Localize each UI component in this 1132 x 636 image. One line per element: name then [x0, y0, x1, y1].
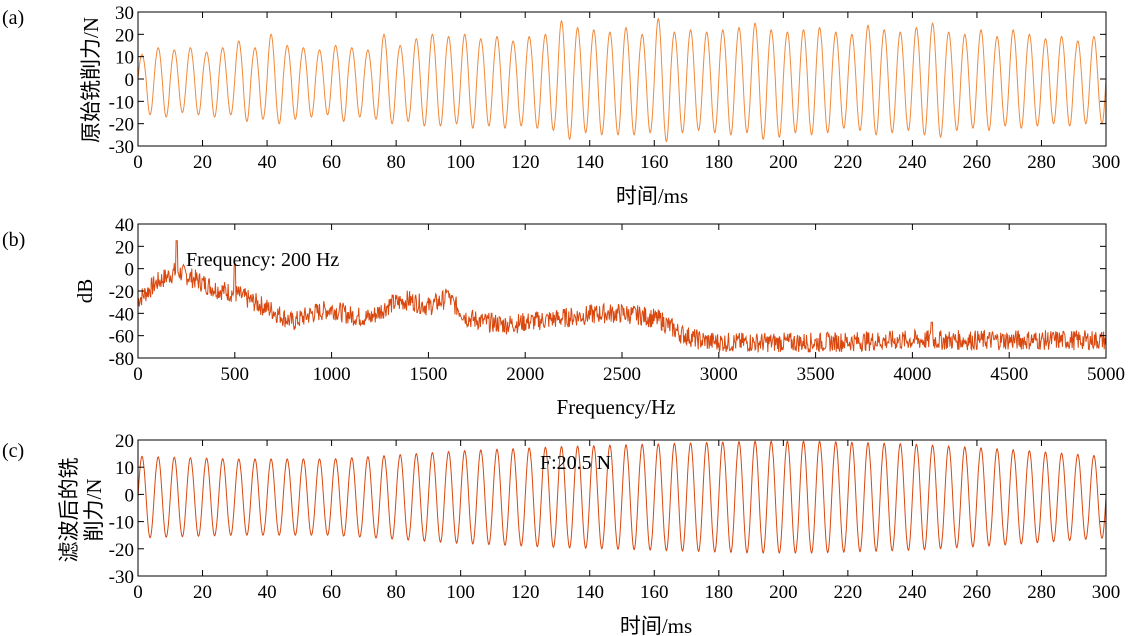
panel-a-x-tick-label: 140	[575, 152, 604, 173]
panel-a-y-tick-label: 20	[115, 25, 134, 46]
panel-b-y-tick-label: -20	[109, 282, 134, 303]
panel-a-x-tick-label: 40	[258, 152, 277, 173]
panel-b-x-tick-label: 2000	[506, 364, 544, 385]
panel-c-plot-area	[137, 440, 1107, 554]
panel-c-x-tick-label: 200	[769, 582, 798, 603]
panel-a-y-tick-label: 0	[125, 70, 135, 91]
panel-b-y-tick-label: 20	[115, 237, 134, 258]
panel-a-y-tick-label: -10	[109, 92, 134, 113]
panel-c-series-line	[137, 440, 1107, 554]
panel-c-x-ticks: 0 20 40 60 80 100 120 140 160 180 200 220 240 260 280 3…	[133, 440, 1120, 603]
panel-c-label: (c)	[2, 440, 24, 462]
panel-b-frame	[137, 223, 1107, 359]
panel-a-x-tick-label: 260	[963, 152, 992, 173]
panel-b-y-tick-label: 0	[125, 260, 135, 281]
panel-c-annotation: F:20.5 N	[540, 452, 611, 474]
panel-a-y-axis-label: 原始铣削力/N	[79, 17, 103, 143]
panel-a-x-tick-label: 120	[511, 152, 540, 173]
panel-c-x-tick-label: 40	[258, 582, 277, 603]
panel-c-x-tick-label: 240	[898, 582, 927, 603]
panel-a-x-tick-label: 80	[387, 152, 406, 173]
panel-c-x-tick-label: 100	[446, 582, 475, 603]
panel-b-x-tick-label: 1000	[313, 364, 351, 385]
panel-b-x-tick-label: 0	[133, 364, 143, 385]
panel-c-y-tick-label: 0	[125, 485, 135, 506]
panel-c-x-tick-label: 300	[1092, 582, 1121, 603]
panel-a-x-tick-label: 180	[705, 152, 734, 173]
panel-b-x-tick-label: 2500	[603, 364, 641, 385]
panel-b-y-tick-label: -40	[109, 304, 134, 325]
panel-b-x-tick-label: 4000	[893, 364, 931, 385]
panel-a-x-tick-label: 60	[322, 152, 341, 173]
panel-a-x-tick-label: 280	[1027, 152, 1056, 173]
panel-b-plot-area	[137, 240, 1107, 353]
panel-c-y-tick-label: 10	[115, 458, 134, 479]
panel-a-y-tick-label: 10	[115, 48, 134, 69]
panel-b-x-tick-label: 4500	[990, 364, 1028, 385]
panel-c-y-tick-label: -30	[109, 567, 134, 588]
panel-c-x-tick-label: 280	[1027, 582, 1056, 603]
panel-c-x-tick-label: 0	[133, 582, 143, 603]
panel-a-label: (a)	[2, 7, 24, 29]
panel-b-x-tick-label: 5000	[1087, 364, 1125, 385]
panel-a-series-line	[137, 17, 1107, 143]
panel-c-y-axis-label-line2: 削力/N	[82, 479, 106, 542]
panel-c-y-tick-label: -10	[109, 513, 134, 534]
panel-c-frame	[137, 439, 1107, 577]
panel-b-annotation: Frequency: 200 Hz	[186, 249, 339, 271]
panel-c-y-tick-label: 20	[115, 431, 134, 452]
panel-b-x-tick-label: 3000	[700, 364, 738, 385]
panel-b-y-axis-label: dB	[73, 279, 97, 304]
panel-a-raw-force: (a) 0 20 40 60 80 100 120 140 160 180 200 220 240 260…	[2, 3, 1120, 208]
panel-c-x-axis-label: 时间/ms	[620, 614, 692, 636]
panel-c-x-tick-label: 20	[193, 582, 212, 603]
panel-a-x-tick-label: 100	[446, 152, 475, 173]
panel-c-x-tick-label: 140	[575, 582, 604, 603]
panel-a-x-tick-label: 20	[193, 152, 212, 173]
panel-b-y-tick-label: -60	[109, 327, 134, 348]
panel-c-x-tick-label: 180	[705, 582, 734, 603]
panel-b-x-tick-label: 1500	[409, 364, 447, 385]
panel-b-y-tick-label: 40	[115, 215, 134, 236]
panel-b-x-tick-label: 500	[221, 364, 250, 385]
panel-a-x-tick-label: 200	[769, 152, 798, 173]
panel-a-x-tick-label: 220	[834, 152, 863, 173]
panel-a-x-tick-label: 0	[133, 152, 143, 173]
panel-b-series-line	[137, 240, 1107, 353]
panel-c-x-tick-label: 260	[963, 582, 992, 603]
panel-a-x-axis-label: 时间/ms	[616, 184, 688, 208]
panel-c-x-tick-label: 60	[322, 582, 341, 603]
panel-b-x-axis-label: Frequency/Hz	[557, 395, 676, 419]
panel-c-y-tick-label: -20	[109, 540, 134, 561]
panel-c-x-tick-label: 120	[511, 582, 540, 603]
panel-a-plot-area	[137, 17, 1107, 143]
panel-b-x-ticks: 0 500 1000 1500 2000 2500 3000 3500 4000 4500 5000	[133, 224, 1125, 385]
panel-c-x-tick-label: 80	[387, 582, 406, 603]
panel-a-y-tick-label: -30	[109, 137, 134, 158]
panel-c-y-ticks: 20 10 0 -10 -20 -30	[109, 431, 1106, 588]
panel-c-y-axis-label-line1: 滤波后的铣	[57, 458, 81, 563]
panel-b-label: (b)	[2, 229, 25, 251]
panel-a-x-ticks: 0 20 40 60 80 100 120 140 160 180 200 220 240 260 280 3…	[133, 12, 1120, 173]
panel-b-y-tick-label: -80	[109, 349, 134, 370]
panel-c-x-tick-label: 220	[834, 582, 863, 603]
panel-b-x-tick-label: 3500	[797, 364, 835, 385]
panel-a-x-tick-label: 160	[640, 152, 669, 173]
panel-a-x-tick-label: 240	[898, 152, 927, 173]
panel-a-x-tick-label: 300	[1092, 152, 1121, 173]
panel-b-spectrum: (b) 0 500 1000 1500 2000 2500 3000 3500 4000 4500…	[2, 215, 1125, 419]
panel-a-y-tick-label: -20	[109, 115, 134, 136]
panel-a-y-tick-label: 30	[115, 3, 134, 24]
panel-c-filtered-force: (c) 0 20 40 60 80 100 120 140 160 180 200 220 240 260…	[2, 431, 1120, 636]
panel-c-x-tick-label: 160	[640, 582, 669, 603]
